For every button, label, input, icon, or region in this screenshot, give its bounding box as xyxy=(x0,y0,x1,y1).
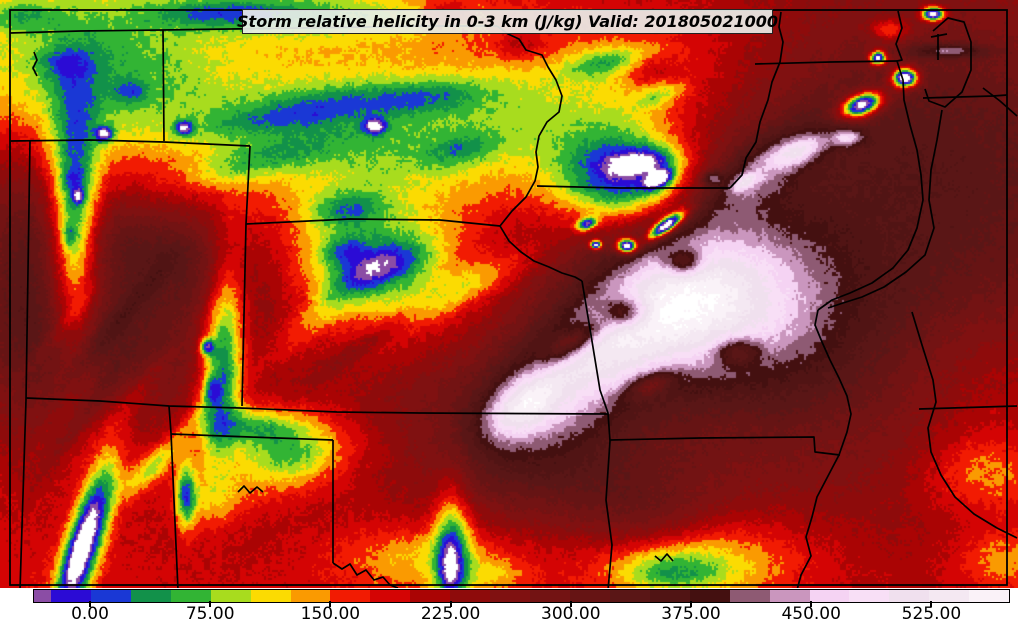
helicity-filled-contour-field xyxy=(0,0,1018,588)
colorbar-tick xyxy=(89,601,91,607)
colorbar-segment xyxy=(769,590,810,602)
colorbar-segment xyxy=(849,590,890,602)
colorbar-tick-label: 375.00 xyxy=(661,604,721,624)
colorbar-segment xyxy=(889,590,930,602)
colorbar-tick-label: 75.00 xyxy=(185,604,235,624)
colorbar-segment xyxy=(450,590,491,602)
colorbar-tick xyxy=(930,601,933,607)
colorbar-tick xyxy=(449,601,452,607)
colorbar-segment xyxy=(410,590,451,602)
colorbar-segment xyxy=(969,590,1010,602)
colorbar-segment xyxy=(34,590,51,602)
colorbar-tick xyxy=(569,601,572,607)
colorbar-tick-label: 525.00 xyxy=(901,604,962,624)
colorbar-tick-label: 150.00 xyxy=(300,604,361,624)
colorbar xyxy=(33,589,1010,603)
colorbar-segment xyxy=(490,590,531,602)
colorbar-segment xyxy=(370,590,411,602)
colorbar-segment xyxy=(330,590,371,602)
colorbar-segment xyxy=(809,590,850,602)
colorbar-tick xyxy=(209,601,212,607)
colorbar-segment xyxy=(530,590,570,602)
colorbar-tick-label: 225.00 xyxy=(420,604,481,624)
colorbar-tick xyxy=(690,601,692,607)
colorbar-tick-label: 300.00 xyxy=(541,604,601,624)
colorbar-tick-label: 450.00 xyxy=(781,604,841,624)
map-title: Storm relative helicity in 0-3 km (J/kg)… xyxy=(237,12,778,31)
colorbar-tick xyxy=(329,601,332,607)
colorbar-segment xyxy=(569,590,610,602)
colorbar-segment xyxy=(290,590,331,602)
colorbar-tick-label: 0.00 xyxy=(71,604,109,624)
colorbar-segment xyxy=(729,590,770,602)
colorbar-segment xyxy=(130,590,171,602)
colorbar-segment xyxy=(170,590,211,602)
colorbar-segment xyxy=(929,590,970,602)
colorbar-segment xyxy=(689,590,730,602)
colorbar-segment xyxy=(90,590,131,602)
colorbar-segment xyxy=(210,590,251,602)
map-title-box: Storm relative helicity in 0-3 km (J/kg)… xyxy=(237,9,778,34)
colorbar-segment xyxy=(250,590,291,602)
colorbar-segment xyxy=(649,590,690,602)
colorbar-segment xyxy=(609,590,650,602)
colorbar-segment xyxy=(51,590,91,602)
colorbar-tick xyxy=(810,601,813,607)
